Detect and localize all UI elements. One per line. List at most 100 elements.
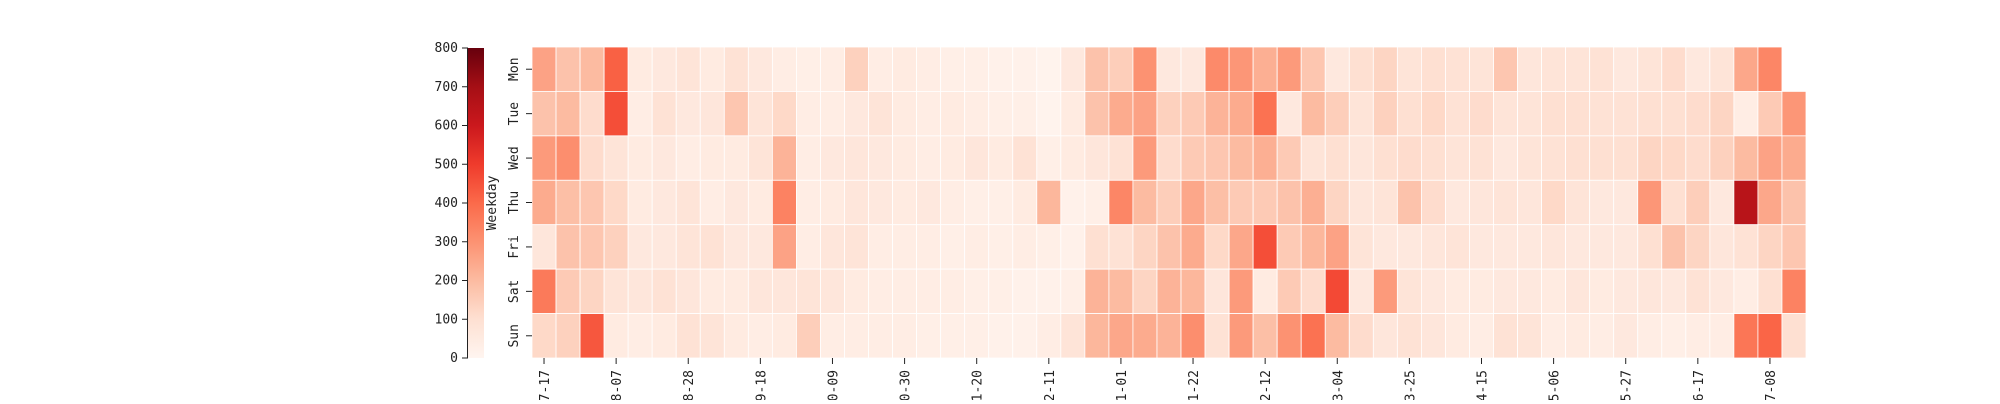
heatmap-cell (699, 91, 725, 137)
heatmap-cell (1493, 91, 1518, 137)
x-tick-label: 7-17 (538, 370, 553, 400)
colorbar-tick-label: 0 (450, 351, 458, 366)
heatmap-cell (844, 46, 869, 92)
heatmap-cell (1757, 179, 1783, 226)
heatmap-cell (1685, 179, 1711, 226)
heatmap-cell (988, 179, 1014, 226)
heatmap-cell (1180, 268, 1206, 314)
heatmap-cell (820, 224, 845, 270)
heatmap-cell (820, 46, 845, 92)
heatmap-cell (868, 313, 893, 359)
heatmap-cell (1324, 91, 1350, 137)
heatmap-cell (579, 135, 605, 181)
heatmap-cell (1036, 91, 1062, 137)
heatmap-cell (1469, 46, 1494, 92)
heatmap-cell (964, 179, 990, 226)
heatmap-cell (1589, 268, 1615, 314)
heatmap-cell (1469, 135, 1494, 181)
heatmap-cell (1757, 135, 1783, 181)
heatmap-cell (1348, 179, 1374, 226)
heatmap-cell (1372, 313, 1398, 359)
heatmap-cell (1060, 224, 1086, 270)
heatmap-cell (844, 179, 869, 226)
x-tick-label: 1-01 (1115, 370, 1130, 400)
heatmap-cell (1156, 91, 1182, 137)
heatmap-cell (1228, 135, 1254, 181)
heatmap-cell (603, 313, 629, 359)
heatmap-cell (627, 91, 653, 137)
heatmap-cell (1204, 268, 1230, 314)
heatmap-cell (723, 46, 749, 92)
heatmap-cell (1228, 313, 1254, 359)
heatmap-cell (1108, 268, 1134, 314)
heatmap-cell (1132, 313, 1158, 359)
heatmap-cell (1276, 135, 1302, 181)
heatmap-cell (531, 46, 557, 92)
heatmap-cell (1204, 46, 1230, 92)
x-tick-label: 7-08 (1764, 370, 1779, 400)
heatmap-cell (988, 313, 1014, 359)
heatmap-cell (531, 135, 557, 181)
heatmap-cell (1613, 179, 1639, 226)
heatmap-cell (699, 224, 725, 270)
heatmap-cell (1180, 313, 1206, 359)
heatmap-cell (1541, 313, 1567, 359)
heatmap-cell (892, 135, 918, 181)
heatmap-cell (1420, 268, 1446, 314)
heatmap-cell (1709, 313, 1735, 359)
heatmap-cell (1733, 224, 1759, 270)
heatmap-cell (1757, 46, 1783, 92)
heatmap-cell (531, 224, 557, 270)
heatmap-cell (1276, 224, 1302, 270)
heatmap-cell (1012, 91, 1038, 137)
x-tick-label: 2-11 (1043, 370, 1058, 400)
heatmap-cell (1084, 179, 1110, 226)
heatmap-cell (1324, 224, 1350, 270)
heatmap-cell (1757, 224, 1783, 270)
heatmap-cell (1084, 91, 1110, 137)
heatmap-cell (964, 224, 990, 270)
heatmap-cell (1493, 135, 1518, 181)
heatmap-cell (555, 313, 581, 359)
heatmap-cell (723, 135, 749, 181)
heatmap-cell (796, 268, 821, 314)
heatmap-cells (531, 46, 1807, 359)
colorbar-tick-label: 400 (435, 196, 458, 211)
heatmap-cell (675, 268, 701, 314)
heatmap-cell (747, 91, 773, 137)
x-tick-label: 5-06 (1548, 370, 1563, 400)
heatmap-cell (1180, 135, 1206, 181)
heatmap-cell (603, 46, 629, 92)
heatmap-cell (796, 135, 821, 181)
heatmap-cell (940, 91, 966, 137)
heatmap-cell (1156, 135, 1182, 181)
heatmap-cell (747, 179, 773, 226)
colorbar: 0 100 200 300 400 500 600 700 800 (435, 41, 484, 366)
heatmap-cell (1108, 179, 1134, 226)
heatmap-cell (1589, 46, 1615, 92)
heatmap-cell (1060, 91, 1086, 137)
row-label: Tue (507, 102, 522, 126)
heatmap-cell (964, 135, 990, 181)
heatmap-cell (1132, 179, 1158, 226)
heatmap-cell (892, 313, 918, 359)
heatmap-cell (868, 268, 893, 314)
heatmap-cell (1396, 135, 1422, 181)
heatmap-cell (1445, 179, 1470, 226)
heatmap-cell (1469, 224, 1494, 270)
heatmap-cell (1445, 46, 1470, 92)
heatmap-cell (771, 135, 797, 181)
heatmap-cell (1180, 46, 1206, 92)
heatmap-cell (723, 313, 749, 359)
heatmap-cell (651, 313, 677, 359)
heatmap-cell (771, 179, 797, 226)
heatmap-cell (1733, 179, 1759, 226)
heatmap-cell (1613, 46, 1639, 92)
heatmap-cell (1589, 91, 1615, 137)
heatmap-cell (1420, 135, 1446, 181)
heatmap-cell (1757, 91, 1783, 137)
heatmap-cell (1156, 313, 1182, 359)
heatmap-cell (1781, 313, 1807, 359)
heatmap-cell (1036, 135, 1062, 181)
